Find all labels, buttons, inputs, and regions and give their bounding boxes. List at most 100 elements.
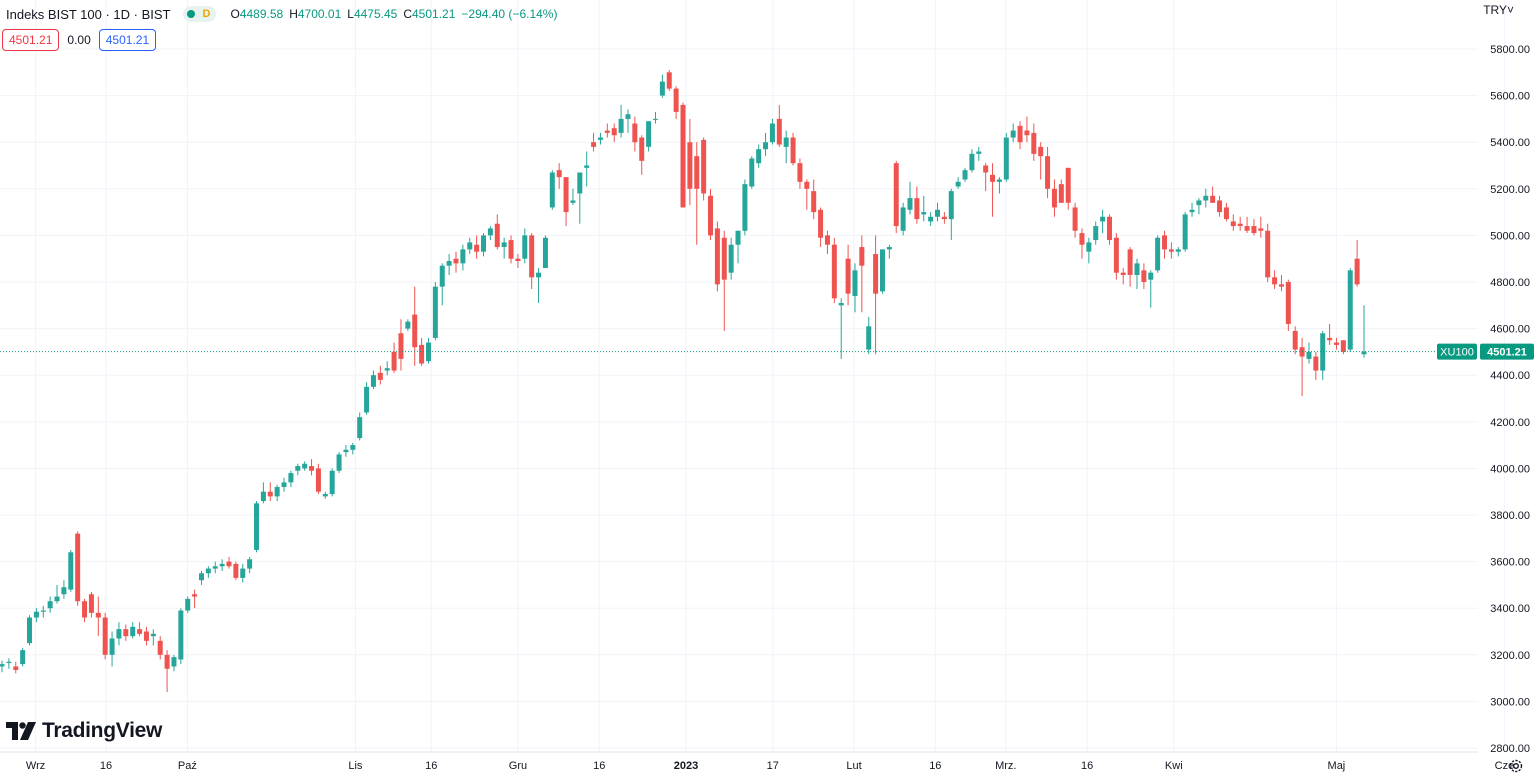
price-tick-label: 5600.00 bbox=[1490, 91, 1530, 103]
last-price-line: XU100 4501.21 bbox=[0, 343, 1534, 360]
currency-selector[interactable]: TRY˅ bbox=[1483, 3, 1514, 17]
candle-body bbox=[487, 228, 493, 236]
candle-body bbox=[54, 596, 60, 602]
candle-body bbox=[460, 249, 466, 264]
candle-body bbox=[797, 163, 803, 182]
candle-body bbox=[763, 142, 769, 150]
candle-body bbox=[109, 638, 115, 655]
time-tick-label: Cze bbox=[1495, 760, 1515, 772]
sell-button[interactable]: 4501.21 bbox=[2, 29, 60, 51]
candle-body bbox=[432, 286, 438, 338]
buy-button[interactable]: 4501.21 bbox=[98, 29, 157, 51]
candle-body bbox=[357, 417, 363, 439]
candle-body bbox=[0, 664, 5, 667]
candle-body bbox=[1292, 330, 1298, 350]
candle-body bbox=[783, 137, 789, 147]
brand-name: TradingView bbox=[42, 719, 163, 742]
candle-body bbox=[439, 265, 445, 287]
candle-body bbox=[591, 142, 597, 147]
settings-gear-icon[interactable] bbox=[1508, 758, 1524, 774]
candle-body bbox=[756, 149, 762, 164]
candle-body bbox=[1285, 282, 1291, 324]
candle-body bbox=[13, 666, 19, 670]
candle-body bbox=[6, 661, 12, 663]
price-tick-label: 4800.00 bbox=[1490, 277, 1530, 289]
tradingview-logo[interactable]: TradingView bbox=[6, 718, 162, 744]
time-tick-label: 16 bbox=[1081, 760, 1093, 772]
candle-body bbox=[288, 473, 294, 483]
candle-body bbox=[1327, 337, 1333, 341]
candle-body bbox=[254, 503, 260, 550]
market-status-pill[interactable]: D bbox=[182, 6, 217, 22]
candle-body bbox=[391, 351, 397, 371]
candle-body bbox=[1347, 270, 1353, 350]
candle-body bbox=[577, 172, 583, 194]
candle-body bbox=[1340, 340, 1346, 352]
candle-body bbox=[164, 654, 170, 669]
candle-body bbox=[364, 386, 370, 413]
low-label: L bbox=[347, 7, 354, 21]
candle-body bbox=[1162, 235, 1168, 250]
candle-body bbox=[82, 601, 88, 618]
candle-body bbox=[1100, 216, 1106, 222]
candle-body bbox=[61, 587, 67, 595]
candle-body bbox=[611, 128, 617, 136]
candle-body bbox=[95, 612, 101, 618]
candle-body bbox=[501, 242, 507, 248]
candle-body bbox=[295, 466, 301, 471]
candle-body bbox=[302, 463, 308, 469]
candle-body bbox=[776, 118, 782, 145]
low-value: 4475.45 bbox=[353, 7, 398, 21]
candle-body bbox=[618, 118, 624, 133]
time-axis[interactable]: Wrz 16 Paź Lis 16 Gru 16 2023 17 Lut 16 Mrz. 16 Kwi Ma… bbox=[26, 760, 1514, 772]
candle-body bbox=[377, 372, 383, 380]
time-tick-label: 16 bbox=[593, 760, 605, 772]
price-axis[interactable]: 2800.00 3000.00 3200.00 3400.00 3600.00 3800.… bbox=[1490, 44, 1530, 755]
candle-body bbox=[1120, 272, 1126, 276]
candle-body bbox=[639, 137, 645, 161]
candle-body bbox=[467, 242, 473, 250]
time-tick-label: Gru bbox=[509, 760, 527, 772]
candle-body bbox=[267, 491, 273, 497]
candle-body bbox=[852, 270, 858, 296]
candle-body bbox=[1203, 195, 1209, 201]
candle-body bbox=[900, 207, 906, 231]
candle-body bbox=[1072, 207, 1078, 231]
candle-body bbox=[405, 321, 411, 329]
candle-body bbox=[481, 235, 487, 252]
candle-body bbox=[219, 563, 225, 567]
candle-body bbox=[1223, 207, 1229, 220]
candle-body bbox=[1244, 226, 1250, 231]
candle-body bbox=[563, 177, 569, 213]
candle-body bbox=[976, 151, 982, 154]
chart-grid bbox=[0, 0, 1505, 752]
candle-series bbox=[0, 69, 1367, 693]
time-tick-label: Wrz bbox=[26, 760, 45, 772]
symbol-title[interactable]: Indeks BIST 100 · 1D · BIST bbox=[6, 6, 171, 22]
candle-body bbox=[866, 326, 872, 350]
candle-body bbox=[1251, 226, 1257, 234]
close-label: C bbox=[403, 7, 412, 21]
candle-body bbox=[1141, 270, 1147, 282]
candle-body bbox=[494, 223, 500, 248]
candle-body bbox=[398, 333, 404, 359]
candle-body bbox=[130, 626, 136, 637]
candle-body bbox=[1148, 272, 1154, 280]
price-tick-label: 3200.00 bbox=[1490, 650, 1530, 662]
candle-body bbox=[75, 533, 81, 602]
candle-body bbox=[597, 137, 603, 140]
candle-body bbox=[907, 198, 913, 210]
candle-body bbox=[102, 617, 108, 655]
candle-body bbox=[928, 216, 934, 222]
candle-body bbox=[1031, 132, 1037, 154]
candle-body bbox=[921, 212, 927, 215]
candle-body bbox=[343, 449, 349, 453]
candle-body bbox=[281, 482, 287, 488]
candle-body bbox=[212, 566, 218, 569]
candle-body bbox=[996, 179, 1002, 182]
candle-body bbox=[178, 610, 184, 660]
price-tick-label: 4600.00 bbox=[1490, 324, 1530, 336]
candle-body bbox=[1017, 125, 1023, 143]
symbol-tag-label: XU100 bbox=[1440, 347, 1474, 359]
